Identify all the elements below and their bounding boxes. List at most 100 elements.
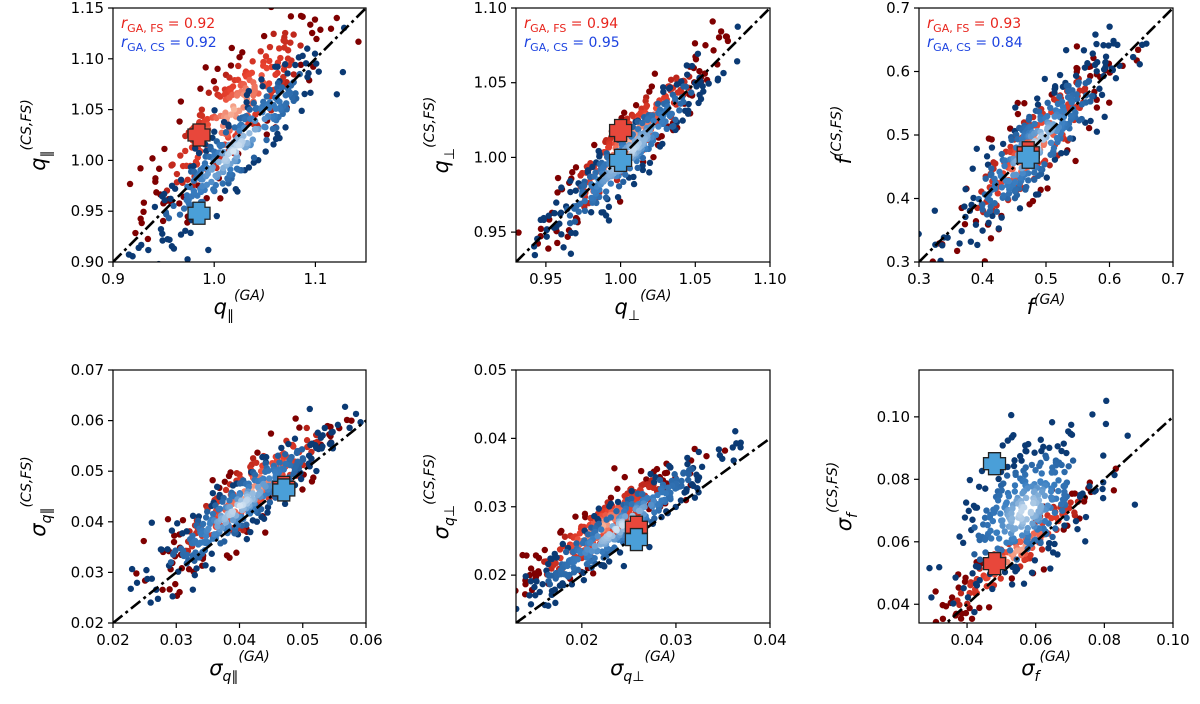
data-point (226, 171, 233, 178)
data-point (516, 587, 519, 594)
data-point (266, 57, 273, 65)
data-point (995, 475, 1002, 483)
data-point (1035, 108, 1043, 115)
data-point (317, 26, 324, 33)
data-point (1071, 490, 1079, 497)
data-point (197, 85, 204, 92)
data-point (262, 148, 269, 155)
data-point (606, 530, 613, 538)
data-point (1051, 89, 1058, 96)
data-point (293, 449, 301, 457)
data-point (1023, 448, 1030, 455)
y-axis-label: σf(CS,FS) (825, 462, 861, 532)
data-point (314, 429, 321, 436)
data-point (1019, 170, 1026, 177)
data-point (468, 306, 474, 312)
data-point (343, 416, 351, 424)
data-point (999, 442, 1006, 449)
data-point (236, 502, 244, 509)
data-point (179, 516, 187, 524)
data-point (975, 483, 983, 490)
data-point (140, 199, 148, 206)
data-point (305, 460, 313, 467)
data-point (705, 80, 712, 87)
data-point (170, 538, 178, 546)
data-point (298, 0, 304, 4)
data-point (1082, 79, 1089, 87)
data-point (1059, 496, 1067, 503)
data-point (204, 508, 211, 515)
data-point (189, 586, 197, 593)
y-tick-label: 0.03 (474, 498, 507, 516)
data-point (639, 162, 646, 169)
data-point (1061, 522, 1068, 529)
data-point (164, 235, 171, 243)
data-point (212, 181, 219, 189)
data-point (176, 588, 183, 596)
data-point (1009, 505, 1016, 512)
data-point (988, 144, 996, 151)
data-point (1047, 565, 1054, 572)
y-tick-label: 0.02 (71, 614, 104, 632)
data-point (956, 240, 963, 247)
data-point (1001, 162, 1008, 170)
data-point (1098, 91, 1106, 99)
data-point (1014, 547, 1021, 554)
panel-sigma-q-par: 0.02 0.03 0.04 0.05 0.06 0.02 0.03 0.04 0.05 0.06… (19, 361, 383, 685)
data-point (639, 490, 646, 498)
marker-fs-cross (982, 552, 1007, 576)
data-point (981, 258, 989, 262)
data-point (614, 485, 621, 492)
data-point (1066, 135, 1074, 142)
data-point (545, 577, 552, 585)
data-point (545, 245, 552, 252)
data-point (680, 470, 687, 477)
data-point (988, 165, 995, 172)
data-point (282, 451, 289, 458)
data-point (304, 73, 311, 81)
data-point (554, 174, 562, 182)
correlation-annotation-fs: rGA, FS = 0.92 (121, 14, 215, 35)
data-point (214, 523, 221, 530)
data-point (210, 78, 218, 85)
data-point (999, 140, 1007, 148)
data-point (622, 171, 629, 178)
data-point (168, 243, 176, 250)
data-point (737, 444, 744, 451)
data-point (720, 69, 727, 77)
data-point (171, 185, 179, 192)
x-tick-label: 0.9 (101, 270, 125, 288)
marker-fs-cross (608, 118, 633, 143)
data-point (292, 415, 299, 422)
data-point (257, 505, 265, 513)
data-point (1089, 411, 1096, 418)
plot-area (516, 428, 770, 623)
data-point (526, 592, 533, 599)
data-point (1049, 464, 1056, 471)
plot-area (113, 0, 366, 262)
data-point (540, 216, 548, 224)
data-point (217, 540, 224, 547)
data-point (274, 452, 282, 459)
data-point (1031, 120, 1038, 128)
data-point (698, 463, 706, 471)
data-point (543, 233, 550, 240)
data-point (605, 144, 613, 151)
data-point (204, 115, 211, 123)
data-point (374, 432, 380, 438)
data-point (581, 197, 589, 205)
data-point (576, 530, 584, 537)
data-point (208, 166, 216, 173)
data-point (1021, 471, 1029, 478)
data-point (268, 8, 275, 11)
panel-sigma-q-perp: 0.02 0.03 0.04 0.02 0.03 0.04 0.05 σq⊥(GA) σq⊥(C… (422, 361, 787, 685)
data-point (1018, 457, 1025, 464)
data-point (630, 180, 638, 188)
y-tick-label: 1.00 (474, 148, 507, 166)
data-point (973, 145, 980, 152)
data-point (660, 88, 667, 96)
data-point (532, 592, 539, 599)
data-point (172, 547, 179, 554)
data-point (211, 128, 218, 135)
data-point (272, 71, 279, 78)
